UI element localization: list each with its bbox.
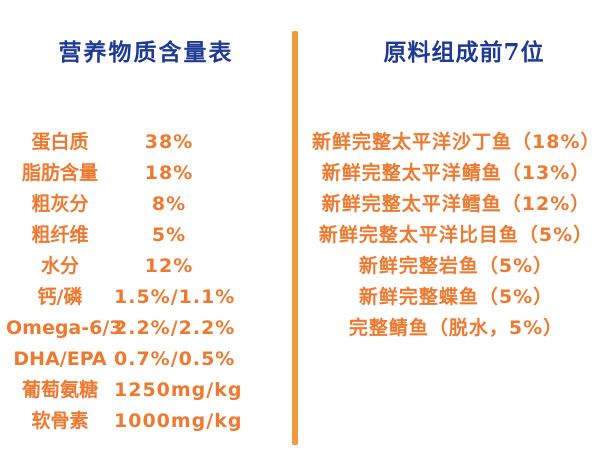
- nutrient-label: 脂肪含量: [21, 162, 98, 184]
- table-row: 蛋白质 38%: [6, 127, 224, 158]
- ingredients-title: 原料组成前7位: [383, 39, 545, 66]
- nutrient-value: 12%: [144, 255, 194, 277]
- nutrient-label: DHA/EPA: [13, 348, 107, 370]
- nutrient-label: 软骨素: [31, 410, 89, 432]
- nutrition-table: 蛋白质 38% 脂肪含量 18% 粗灰分 8% 粗纤维 5% 水分 12% 钙/…: [6, 127, 243, 437]
- nutrient-value: 2.2%/2.2%: [114, 317, 236, 339]
- ingredients-list: 新鲜完整太平洋沙丁鱼（18%） 新鲜完整太平洋鲭鱼（13%） 新鲜完整太平洋鳕鱼…: [298, 127, 600, 344]
- table-row: 葡萄氨糖 1250mg/kg: [6, 375, 243, 406]
- nutrient-value: 0.7%/0.5%: [114, 348, 236, 370]
- nutrient-value: 18%: [144, 162, 194, 184]
- nutrient-value: 8%: [151, 193, 187, 215]
- nutrition-table-title: 营养物质含量表: [58, 39, 234, 66]
- nutrient-value: 1250mg/kg: [114, 379, 243, 401]
- list-item: 新鲜完整太平洋比目鱼（5%）: [318, 224, 594, 246]
- list-item: 新鲜完整太平洋鳕鱼（12%）: [321, 193, 591, 215]
- nutrient-label: 蛋白质: [31, 131, 89, 153]
- list-item: 新鲜完整岩鱼（5%）: [358, 255, 554, 277]
- table-row: 粗纤维 5%: [6, 220, 224, 251]
- nutrient-label: 粗灰分: [31, 193, 89, 215]
- nutrient-label: 粗纤维: [31, 224, 89, 246]
- nutrient-label: 水分: [40, 255, 79, 277]
- list-item: 新鲜完整太平洋沙丁鱼（18%）: [312, 131, 600, 153]
- list-item: 新鲜完整蝶鱼（5%）: [358, 286, 554, 308]
- nutrient-label: 钙/磷: [37, 286, 83, 308]
- nutrition-table-panel: 营养物质含量表 蛋白质 38% 脂肪含量 18% 粗灰分 8% 粗纤维 5% 水…: [0, 0, 292, 458]
- list-item: 完整鲭鱼（脱水，5%）: [348, 317, 564, 339]
- nutrient-value: 38%: [144, 131, 194, 153]
- nutrient-label: Omega-6/3: [6, 317, 123, 339]
- table-row: 软骨素 1000mg/kg: [6, 406, 243, 437]
- list-item: 新鲜完整太平洋鲭鱼（13%）: [321, 162, 591, 184]
- nutrient-value: 1000mg/kg: [114, 410, 243, 432]
- nutrient-value: 1.5%/1.1%: [114, 286, 236, 308]
- ingredients-panel: 原料组成前7位 新鲜完整太平洋沙丁鱼（18%） 新鲜完整太平洋鲭鱼（13%） 新…: [298, 0, 600, 458]
- vertical-divider: [292, 31, 298, 445]
- nutrient-label: 葡萄氨糖: [21, 379, 98, 401]
- table-row: 水分 12%: [6, 251, 224, 282]
- nutrient-value: 5%: [151, 224, 187, 246]
- table-row: 粗灰分 8%: [6, 189, 224, 220]
- table-row: 脂肪含量 18%: [6, 158, 224, 189]
- table-row: DHA/EPA 0.7%/0.5%: [6, 344, 236, 375]
- table-row: 钙/磷 1.5%/1.1%: [6, 282, 236, 313]
- table-row: Omega-6/3 2.2%/2.2%: [6, 313, 236, 344]
